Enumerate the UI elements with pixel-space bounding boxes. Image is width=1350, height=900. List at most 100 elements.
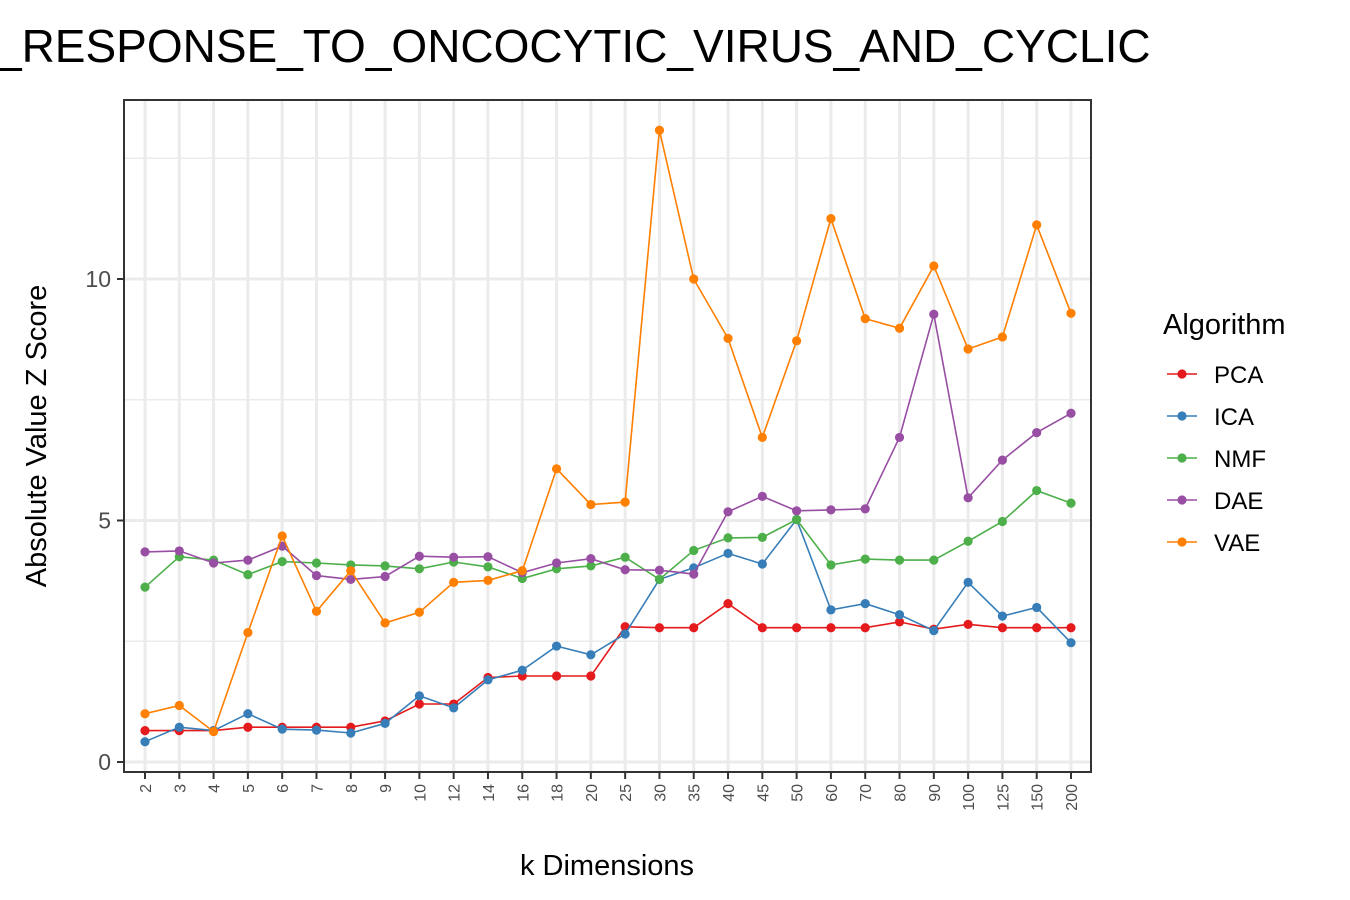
data-point-dae [997,455,1008,465]
data-point-dae [860,504,870,514]
legend-label: DAE [1214,488,1263,515]
data-point-nmf [723,533,733,543]
data-point-ica [620,629,630,639]
data-point-vae [208,726,219,737]
data-point-vae [929,261,939,271]
x-tick-label: 3 [172,784,189,793]
data-point-vae [586,499,596,510]
legend-item-vae: VAE [1167,530,1260,557]
data-point-pca [586,671,596,681]
data-point-dae [208,558,219,568]
data-point-vae [346,566,356,576]
data-point-vae [826,214,836,224]
data-point-dae [140,547,150,557]
y-tick-label: 10 [85,266,111,292]
data-point-pca [723,598,733,609]
data-point-pca [689,623,699,633]
x-tick-label: 30 [652,784,669,802]
data-point-pca [1032,623,1042,633]
data-point-dae [380,571,390,582]
x-tick-label: 45 [755,784,772,802]
series-line-pca [145,602,1071,732]
data-point-dae [757,491,767,501]
legend-label: ICA [1214,404,1254,431]
data-point-vae [620,497,630,507]
data-point-pca [997,623,1008,633]
series-line-vae [144,130,1072,733]
x-tick-label: 12 [447,784,464,802]
data-point-vae [243,627,253,638]
data-point-ica [346,728,356,738]
x-tick-label: 60 [824,784,841,802]
data-point-dae [346,574,356,585]
data-point-ica [449,703,459,713]
data-point-vae [894,323,905,333]
data-point-dae [483,552,493,562]
data-point-nmf [689,545,699,556]
y-axis-title: Absolute Value Z Score [21,285,53,588]
data-point-ica [929,626,939,636]
data-point-vae [483,575,493,585]
data-point-dae [723,507,733,517]
data-point-dae [1066,408,1076,418]
data-point-vae [792,336,802,346]
data-point-pca [757,623,767,633]
x-tick-label: 150 [1030,784,1047,811]
data-point-dae [1032,427,1042,438]
legend-item-pca: PCA [1167,362,1263,389]
x-tick-label: 80 [893,784,910,802]
data-point-pca [894,617,905,627]
data-point-nmf [826,560,836,570]
data-point-vae [277,531,287,541]
y-tick-label: 5 [98,508,111,534]
data-point-nmf [483,562,493,572]
data-point-vae [449,577,459,587]
data-point-dae [586,554,596,564]
series-layer [140,125,1076,747]
x-tick-label: 70 [858,784,875,802]
x-tick-label: 100 [961,784,978,811]
data-point-dae [894,432,905,443]
data-point-nmf [654,574,665,585]
data-point-vae [311,606,322,616]
data-point-pca [654,623,665,633]
series-vae [140,125,1076,737]
data-point-nmf [586,561,596,571]
x-tick-label: 10 [412,784,429,802]
x-tick-label: 20 [584,784,601,802]
data-point-nmf [414,564,424,574]
x-tick-label: 16 [515,784,532,802]
y-tick-label: 0 [98,749,111,775]
data-point-dae [620,565,630,575]
data-point-dae [243,555,253,565]
data-point-dae [826,505,836,515]
data-point-dae [792,506,802,516]
data-point-nmf [929,555,939,565]
data-point-pca [792,623,802,633]
data-point-nmf [620,552,630,562]
data-point-pca [551,671,562,681]
data-point-pca [1066,623,1076,633]
data-point-ica [723,548,733,558]
data-point-vae [689,274,699,284]
x-tick-label: 2 [138,784,155,793]
data-point-ica [174,722,184,732]
data-point-nmf [380,561,390,571]
data-point-ica [140,737,150,747]
x-tick-label: 35 [687,784,704,802]
data-point-ica [860,598,870,609]
data-point-ica [586,650,596,660]
x-tick-label: 14 [481,784,498,802]
data-point-dae [414,551,424,561]
data-point-ica [1032,602,1042,613]
data-point-vae [517,566,527,576]
x-tick-label: 4 [207,784,224,793]
data-point-dae [449,552,459,562]
data-point-nmf [243,569,253,580]
legend-key-point [1177,537,1187,547]
legend-key-point [1177,411,1187,421]
data-point-ica [757,559,767,569]
plot-panel-border [123,99,1092,773]
data-point-ica [1066,638,1076,648]
